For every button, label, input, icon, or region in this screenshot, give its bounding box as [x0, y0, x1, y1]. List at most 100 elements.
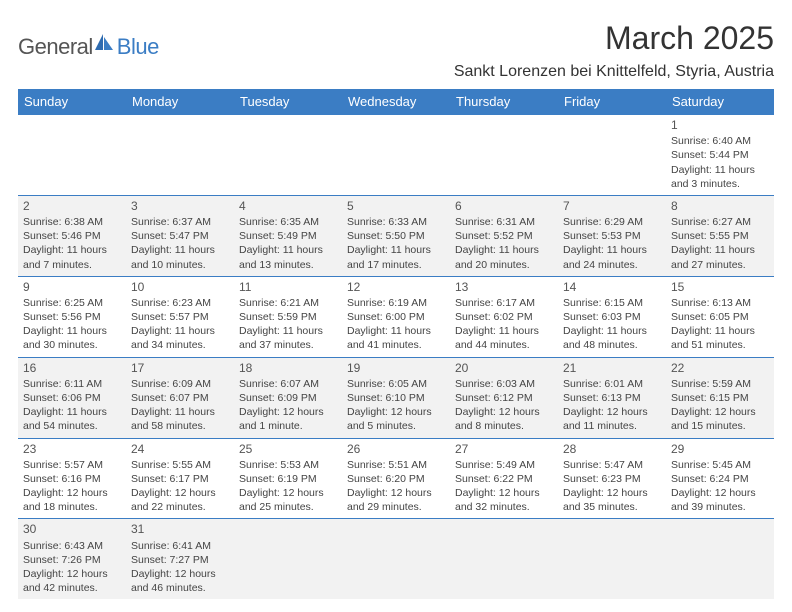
- day-number: 22: [671, 360, 769, 376]
- daylight1-text: Daylight: 11 hours: [131, 405, 229, 419]
- day-number: 2: [23, 198, 121, 214]
- daylight2-text: and 20 minutes.: [455, 258, 553, 272]
- day-number: 8: [671, 198, 769, 214]
- day-number: 13: [455, 279, 553, 295]
- day-number: 3: [131, 198, 229, 214]
- daylight2-text: and 22 minutes.: [131, 500, 229, 514]
- sunrise-text: Sunrise: 6:27 AM: [671, 215, 769, 229]
- sunrise-text: Sunrise: 6:19 AM: [347, 296, 445, 310]
- daylight1-text: Daylight: 12 hours: [239, 405, 337, 419]
- day-number: 11: [239, 279, 337, 295]
- calendar-week-row: 16Sunrise: 6:11 AMSunset: 6:06 PMDayligh…: [18, 357, 774, 438]
- day-cell: 15Sunrise: 6:13 AMSunset: 6:05 PMDayligh…: [666, 276, 774, 357]
- sunset-text: Sunset: 5:53 PM: [563, 229, 661, 243]
- day-header: Tuesday: [234, 89, 342, 115]
- sunrise-text: Sunrise: 5:51 AM: [347, 458, 445, 472]
- day-cell: 21Sunrise: 6:01 AMSunset: 6:13 PMDayligh…: [558, 357, 666, 438]
- daylight1-text: Daylight: 11 hours: [563, 324, 661, 338]
- sunset-text: Sunset: 6:09 PM: [239, 391, 337, 405]
- daylight2-text: and 13 minutes.: [239, 258, 337, 272]
- daylight1-text: Daylight: 12 hours: [239, 486, 337, 500]
- day-number: 31: [131, 521, 229, 537]
- sunrise-text: Sunrise: 6:37 AM: [131, 215, 229, 229]
- sunset-text: Sunset: 5:52 PM: [455, 229, 553, 243]
- daylight2-text: and 46 minutes.: [131, 581, 229, 595]
- daylight1-text: Daylight: 11 hours: [455, 324, 553, 338]
- daylight2-text: and 54 minutes.: [23, 419, 121, 433]
- day-cell: 12Sunrise: 6:19 AMSunset: 6:00 PMDayligh…: [342, 276, 450, 357]
- daylight2-text: and 34 minutes.: [131, 338, 229, 352]
- sunset-text: Sunset: 6:06 PM: [23, 391, 121, 405]
- brand-part1: General: [18, 34, 93, 60]
- daylight2-text: and 11 minutes.: [563, 419, 661, 433]
- empty-cell: [342, 115, 450, 196]
- daylight2-text: and 17 minutes.: [347, 258, 445, 272]
- sunrise-text: Sunrise: 6:05 AM: [347, 377, 445, 391]
- sunrise-text: Sunrise: 6:35 AM: [239, 215, 337, 229]
- daylight1-text: Daylight: 11 hours: [671, 163, 769, 177]
- day-cell: 24Sunrise: 5:55 AMSunset: 6:17 PMDayligh…: [126, 438, 234, 519]
- empty-cell: [450, 115, 558, 196]
- day-number: 15: [671, 279, 769, 295]
- sunset-text: Sunset: 5:57 PM: [131, 310, 229, 324]
- calendar-week-row: 9Sunrise: 6:25 AMSunset: 5:56 PMDaylight…: [18, 276, 774, 357]
- day-cell: 16Sunrise: 6:11 AMSunset: 6:06 PMDayligh…: [18, 357, 126, 438]
- daylight2-text: and 10 minutes.: [131, 258, 229, 272]
- sunset-text: Sunset: 6:10 PM: [347, 391, 445, 405]
- empty-cell: [558, 519, 666, 599]
- day-cell: 30Sunrise: 6:43 AMSunset: 7:26 PMDayligh…: [18, 519, 126, 599]
- day-number: 9: [23, 279, 121, 295]
- day-number: 1: [671, 117, 769, 133]
- day-header: Friday: [558, 89, 666, 115]
- daylight2-text: and 27 minutes.: [671, 258, 769, 272]
- daylight2-text: and 39 minutes.: [671, 500, 769, 514]
- day-number: 26: [347, 441, 445, 457]
- sunrise-text: Sunrise: 5:49 AM: [455, 458, 553, 472]
- day-header: Saturday: [666, 89, 774, 115]
- empty-cell: [558, 115, 666, 196]
- day-number: 25: [239, 441, 337, 457]
- day-cell: 19Sunrise: 6:05 AMSunset: 6:10 PMDayligh…: [342, 357, 450, 438]
- daylight2-text: and 44 minutes.: [455, 338, 553, 352]
- daylight1-text: Daylight: 11 hours: [671, 243, 769, 257]
- sunset-text: Sunset: 5:50 PM: [347, 229, 445, 243]
- sunrise-text: Sunrise: 6:33 AM: [347, 215, 445, 229]
- title-block: March 2025 Sankt Lorenzen bei Knittelfel…: [454, 20, 774, 81]
- daylight2-text: and 25 minutes.: [239, 500, 337, 514]
- daylight1-text: Daylight: 11 hours: [347, 324, 445, 338]
- daylight2-text: and 51 minutes.: [671, 338, 769, 352]
- sunrise-text: Sunrise: 5:59 AM: [671, 377, 769, 391]
- page-title: March 2025: [454, 20, 774, 57]
- sunrise-text: Sunrise: 6:15 AM: [563, 296, 661, 310]
- daylight1-text: Daylight: 12 hours: [347, 405, 445, 419]
- sunrise-text: Sunrise: 6:40 AM: [671, 134, 769, 148]
- daylight1-text: Daylight: 12 hours: [671, 405, 769, 419]
- sunrise-text: Sunrise: 5:55 AM: [131, 458, 229, 472]
- day-cell: 23Sunrise: 5:57 AMSunset: 6:16 PMDayligh…: [18, 438, 126, 519]
- sunset-text: Sunset: 5:49 PM: [239, 229, 337, 243]
- empty-cell: [342, 519, 450, 599]
- day-number: 17: [131, 360, 229, 376]
- sail-icon: [93, 32, 115, 57]
- daylight1-text: Daylight: 11 hours: [563, 243, 661, 257]
- sunset-text: Sunset: 6:20 PM: [347, 472, 445, 486]
- day-number: 29: [671, 441, 769, 457]
- day-number: 18: [239, 360, 337, 376]
- day-cell: 22Sunrise: 5:59 AMSunset: 6:15 PMDayligh…: [666, 357, 774, 438]
- day-cell: 17Sunrise: 6:09 AMSunset: 6:07 PMDayligh…: [126, 357, 234, 438]
- day-cell: 4Sunrise: 6:35 AMSunset: 5:49 PMDaylight…: [234, 195, 342, 276]
- day-cell: 29Sunrise: 5:45 AMSunset: 6:24 PMDayligh…: [666, 438, 774, 519]
- day-cell: 27Sunrise: 5:49 AMSunset: 6:22 PMDayligh…: [450, 438, 558, 519]
- sunrise-text: Sunrise: 6:03 AM: [455, 377, 553, 391]
- daylight1-text: Daylight: 11 hours: [347, 243, 445, 257]
- daylight1-text: Daylight: 11 hours: [23, 243, 121, 257]
- daylight2-text: and 30 minutes.: [23, 338, 121, 352]
- day-cell: 26Sunrise: 5:51 AMSunset: 6:20 PMDayligh…: [342, 438, 450, 519]
- sunrise-text: Sunrise: 6:11 AM: [23, 377, 121, 391]
- daylight2-text: and 37 minutes.: [239, 338, 337, 352]
- daylight1-text: Daylight: 11 hours: [23, 405, 121, 419]
- daylight2-text: and 32 minutes.: [455, 500, 553, 514]
- calendar-week-row: 23Sunrise: 5:57 AMSunset: 6:16 PMDayligh…: [18, 438, 774, 519]
- daylight1-text: Daylight: 12 hours: [23, 567, 121, 581]
- day-number: 6: [455, 198, 553, 214]
